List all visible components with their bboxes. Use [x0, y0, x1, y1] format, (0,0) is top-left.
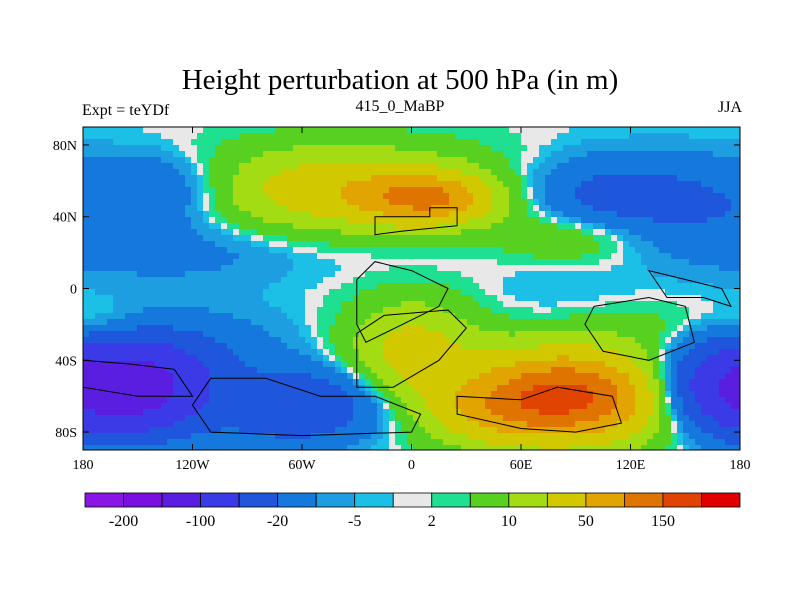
- run-label: 415_0_MaBP: [355, 98, 445, 115]
- x-tick-label: 120E: [616, 458, 646, 473]
- colorbar-swatch: [238, 492, 279, 508]
- colorbar-label: -100: [186, 513, 215, 530]
- colorbar-swatch: [277, 492, 317, 508]
- y-tick-label: 0: [70, 283, 77, 298]
- y-tick-label: 80N: [53, 139, 77, 154]
- colorbar-swatch: [546, 492, 587, 508]
- experiment-label: Expt = teYDf: [82, 102, 170, 119]
- colorbar-label: -200: [109, 513, 138, 530]
- colorbar-swatch: [508, 492, 548, 508]
- x-tick-label: 0: [408, 458, 415, 473]
- colorbar-swatch: [469, 492, 510, 508]
- colorbar-swatch: [200, 492, 240, 508]
- colorbar-swatch: [624, 492, 664, 508]
- colorbar-swatch: [161, 492, 201, 508]
- x-tick-label: 60E: [510, 458, 533, 473]
- x-tick-label: 180: [730, 458, 751, 473]
- chart-title: Height perturbation at 500 hPa (in m): [181, 64, 619, 96]
- x-axis: 180 120W 60W 0 60E 120E 180: [73, 127, 751, 473]
- colorbar-label: 50: [578, 513, 594, 530]
- colorbar-swatch: [84, 492, 124, 508]
- y-tick-label: 40N: [53, 211, 77, 226]
- x-tick-label: 120W: [175, 458, 210, 473]
- colorbar-swatch: [392, 492, 433, 508]
- colorbar-swatch: [585, 492, 625, 508]
- colorbar-label: 2: [428, 513, 436, 530]
- colorbar-swatch: [315, 492, 356, 508]
- y-tick-label: 40S: [55, 354, 77, 369]
- x-tick-label: 60W: [288, 458, 316, 473]
- colorbar-label: -20: [267, 513, 288, 530]
- colorbar-swatch: [123, 492, 163, 508]
- colorbar-label: -5: [348, 513, 361, 530]
- colorbar-swatch: [701, 492, 741, 508]
- y-axis: 80N 40N 0 40S 80S: [53, 139, 740, 441]
- colorbar-swatch: [431, 492, 471, 508]
- colorbar-label: 10: [501, 513, 517, 530]
- colorbar-swatch: [662, 492, 702, 508]
- y-tick-label: 80S: [55, 426, 77, 441]
- x-tick-label: 180: [73, 458, 94, 473]
- season-label: JJA: [717, 99, 742, 116]
- colorbar: -200 -100 -20 -5 2 10 50 150: [84, 492, 741, 530]
- coastline-outlines: [82, 207, 732, 437]
- colorbar-swatch: [354, 492, 394, 508]
- contour-field: [83, 127, 741, 451]
- colorbar-label: 150: [651, 513, 675, 530]
